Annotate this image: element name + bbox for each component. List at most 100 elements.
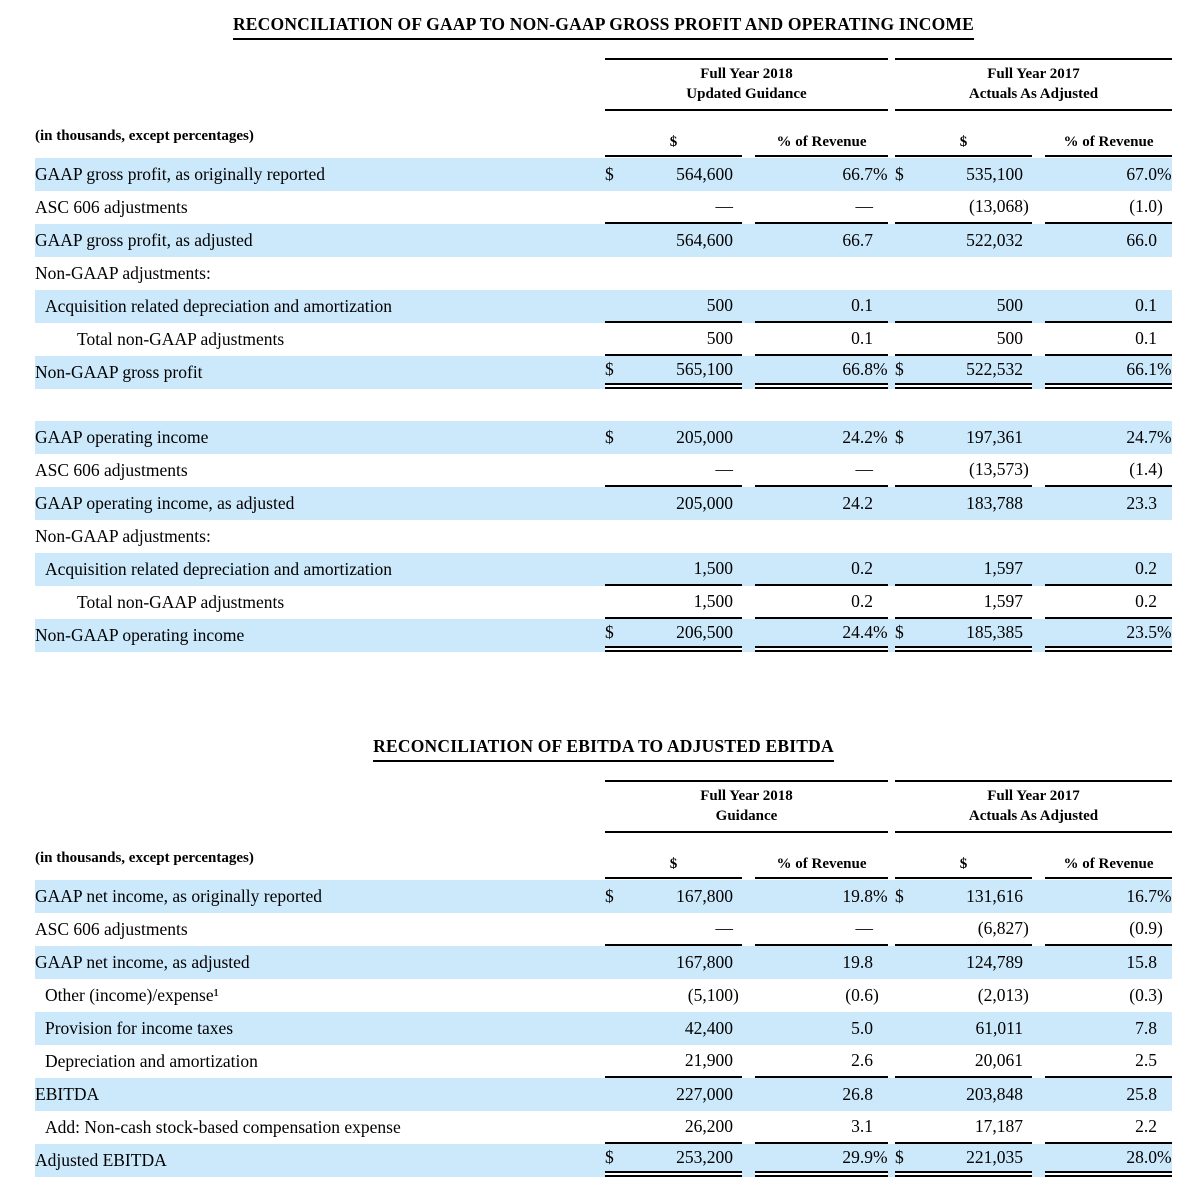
cell-value: 1,597 [983, 558, 1023, 578]
column-gap [742, 553, 755, 586]
amount-cell: 500 [605, 323, 742, 356]
percent-cell: 19.8% [755, 880, 888, 913]
table1-column-group-header: Full Year 2018 Updated Guidance Full Yea… [35, 58, 1172, 111]
cell-value: 0.1 [1135, 328, 1157, 348]
cell-value: 1,500 [693, 591, 733, 611]
row-label: ASC 606 adjustments [35, 197, 188, 217]
percent-cell: 66.7 [755, 224, 888, 257]
table-row: Non-GAAP gross profit $565,100 66.8% $522,5… [35, 356, 1172, 389]
percent-cell: 66.7% [755, 158, 888, 191]
percent-cell: 29.9% [755, 1144, 888, 1177]
cell-value: 197,361 [966, 427, 1023, 447]
percent-cell: — [755, 191, 888, 224]
row-label: GAAP net income, as originally reported [35, 880, 605, 913]
col-header-pct-revenue: % of Revenue [755, 849, 888, 879]
gaap-reconciliation-table: RECONCILIATION OF GAAP TO NON-GAAP GROSS… [35, 14, 1172, 652]
amount-cell: 17,187 [895, 1111, 1032, 1144]
column-gap [1032, 323, 1045, 356]
cell-suffix: ) [1023, 459, 1029, 479]
cell-value: (1.4 [1129, 459, 1157, 479]
table1-title: RECONCILIATION OF GAAP TO NON-GAAP GROSS… [232, 14, 975, 40]
cell-value: 124,789 [966, 952, 1023, 972]
row-label: Add: Non-cash stock-based compensation e… [45, 1117, 401, 1137]
column-gap [1032, 158, 1045, 191]
cell-value: 61,011 [975, 1018, 1023, 1038]
table-row: Acquisition related depreciation and amo… [35, 553, 1172, 586]
amount-cell: (2,013) [895, 979, 1032, 1012]
amount-cell: 564,600 [605, 224, 742, 257]
currency-symbol: $ [605, 622, 614, 642]
currency-symbol: $ [605, 164, 614, 184]
cell-value: 66.7 [842, 164, 873, 184]
percent-cell: 16.7% [1045, 880, 1172, 913]
column-gap [1032, 520, 1045, 553]
amount-cell: $205,000 [605, 421, 742, 454]
cell-value: 17,187 [974, 1116, 1023, 1136]
cell-value: 66.7 [842, 230, 873, 250]
units-note: (in thousands, except percentages) [35, 850, 254, 866]
cell-value: 16.7 [1126, 886, 1157, 906]
column-gap [742, 421, 755, 454]
table-row: Non-GAAP adjustments: [35, 520, 1172, 553]
group-gap [888, 158, 895, 191]
cell-value: 183,788 [966, 493, 1023, 513]
group-gap [888, 1078, 895, 1111]
cell-value: — [855, 459, 874, 479]
cell-value: 1,597 [983, 591, 1023, 611]
group-gap [888, 1144, 895, 1177]
cell-value: 0.1 [851, 295, 873, 315]
group-label-line2: Actuals As Adjusted [968, 86, 1099, 102]
cell-value: (6,827 [977, 918, 1023, 938]
percent-cell: 23.5% [1045, 619, 1172, 652]
col-header-dollar: $ [605, 849, 742, 879]
table-row: GAAP operating income, as adjusted 205,00… [35, 487, 1172, 520]
column-gap [742, 913, 755, 946]
column-gap [1032, 946, 1045, 979]
percent-cell: 0.1 [1045, 290, 1172, 323]
cell-value: 522,532 [966, 359, 1023, 379]
group-gap [888, 913, 895, 946]
column-gap [742, 224, 755, 257]
row-label: Total non-GAAP adjustments [77, 592, 285, 612]
percent-cell: 2.2 [1045, 1111, 1172, 1144]
amount-cell: 167,800 [605, 946, 742, 979]
cell-value: 67.0 [1126, 164, 1157, 184]
column-gap [742, 290, 755, 323]
cell-value: 26,200 [684, 1116, 733, 1136]
cell-value: 66.1 [1126, 359, 1157, 379]
amount-cell: $565,100 [605, 356, 742, 389]
cell-value: 500 [996, 328, 1023, 348]
cell-suffix: ) [1157, 459, 1163, 479]
group-gap [888, 946, 895, 979]
percent-cell: 19.8 [755, 946, 888, 979]
cell-suffix: ) [1157, 918, 1163, 938]
percent-cell: (0.9) [1045, 913, 1172, 946]
group-gap [888, 191, 895, 224]
cell-value: — [715, 918, 734, 938]
percent-cell: 0.2 [1045, 553, 1172, 586]
cell-value: 253,200 [676, 1147, 733, 1167]
cell-value: 203,848 [966, 1084, 1023, 1104]
column-gap [742, 487, 755, 520]
row-label: GAAP net income, as adjusted [35, 946, 605, 979]
percent-cell: 5.0 [755, 1012, 888, 1045]
row-label: EBITDA [35, 1078, 605, 1111]
cell-value: 21,900 [684, 1050, 733, 1070]
percent-cell: 24.2 [755, 487, 888, 520]
table2-title: RECONCILIATION OF EBITDA TO ADJUSTED EBI… [373, 736, 834, 762]
cell-value: 7.8 [1135, 1018, 1157, 1038]
column-gap [1032, 553, 1045, 586]
group-gap [888, 323, 895, 356]
cell-value: (13,068 [969, 196, 1023, 216]
cell-suffix: ) [1023, 196, 1029, 216]
column-gap [1032, 619, 1045, 652]
cell-suffix: ) [733, 985, 739, 1005]
row-label: GAAP gross profit, as adjusted [35, 224, 605, 257]
cell-value: 23.3 [1126, 493, 1157, 513]
percent-cell: 2.6 [755, 1045, 888, 1078]
cell-value: 564,600 [676, 164, 733, 184]
group-label-line1: Full Year 2018 [700, 788, 793, 804]
column-gap [742, 356, 755, 389]
column-gap [742, 1045, 755, 1078]
